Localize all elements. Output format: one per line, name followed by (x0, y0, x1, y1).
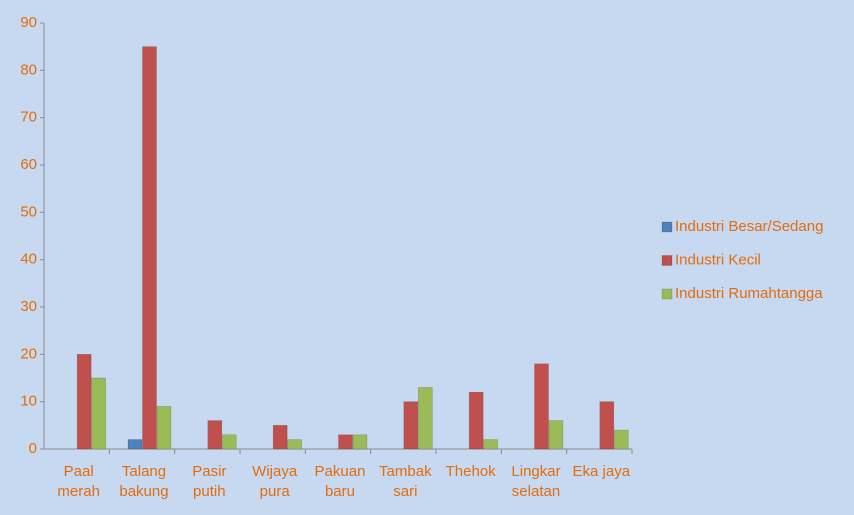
y-tick-label: 20 (20, 345, 37, 362)
bar (403, 401, 419, 450)
x-tick-label: Eka jaya (572, 463, 631, 480)
legend-swatch (661, 255, 673, 266)
bar (272, 425, 288, 450)
bar (91, 377, 106, 450)
y-tick-label: 10 (20, 393, 37, 410)
y-tick-label: 50 (20, 203, 37, 220)
bar (468, 391, 484, 450)
bar (418, 387, 433, 450)
y-tick-label: 60 (20, 156, 37, 173)
x-tick-label: Talang bakung (119, 463, 169, 500)
legend-label: Industri Kecil (675, 251, 761, 268)
y-tick-label: 80 (20, 61, 37, 78)
x-tick-label: Pakuan baru (314, 463, 366, 500)
bar (127, 439, 143, 450)
bar (352, 434, 368, 450)
bar (614, 429, 629, 450)
bar (287, 439, 302, 450)
legend-label: Industri Besar/Sedang (675, 218, 823, 235)
bar (338, 434, 353, 450)
y-tick-label: 70 (20, 109, 37, 126)
bar (599, 401, 615, 450)
x-tick-label: Paal merah (57, 463, 100, 500)
x-tick-label: Lingkar selatan (511, 463, 561, 500)
bar (207, 420, 223, 450)
legend-swatch (661, 221, 673, 233)
legend-label: Industri Rumahtangga (675, 285, 823, 302)
bar (156, 406, 172, 450)
x-tick-label: Pasir putih (192, 463, 227, 500)
y-tick-label: 90 (20, 14, 37, 31)
bar (548, 420, 564, 450)
x-tick-label: Wijaya pura (252, 463, 298, 500)
y-tick-label: 30 (20, 298, 37, 315)
x-tick-label: Tambak sari (379, 463, 432, 500)
bar (76, 354, 92, 450)
y-tick-label: 0 (29, 440, 37, 457)
x-tick-label: Thehok (445, 463, 496, 480)
bar (534, 363, 549, 450)
bar (483, 439, 498, 450)
bar (142, 46, 157, 450)
legend-swatch (661, 288, 673, 300)
bar (222, 434, 237, 450)
y-tick-label: 40 (20, 251, 37, 268)
